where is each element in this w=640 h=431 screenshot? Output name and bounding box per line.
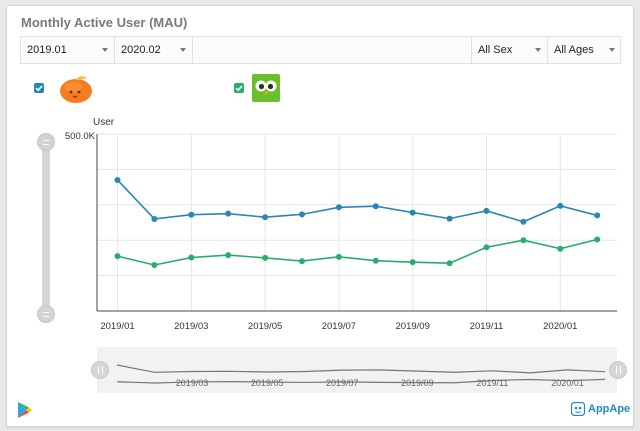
series-point-2[interactable] [446, 260, 453, 267]
overview-line-2 [116, 378, 606, 384]
orange-fruit-app-icon [59, 74, 92, 103]
series-line-1 [116, 179, 598, 223]
series-point-1[interactable] [446, 215, 453, 222]
series-point-1[interactable] [335, 204, 342, 211]
ages-value: All Ages [554, 44, 594, 56]
y-axis-label: User [93, 117, 115, 128]
overview-tick-label: 2019/03 [176, 378, 209, 388]
start-date-value: 2019.01 [27, 44, 67, 56]
end-date-value: 2020.02 [121, 44, 161, 56]
series-point-1[interactable] [299, 211, 305, 218]
app-selector-owl[interactable] [232, 74, 292, 104]
chevron-down-icon [535, 48, 541, 52]
x-tick-label: 2019/05 [248, 321, 282, 332]
series-point-2[interactable] [114, 253, 121, 260]
series-point-1[interactable] [151, 215, 158, 222]
appape-icon [570, 401, 625, 419]
appape-logo: AppApe [570, 401, 630, 419]
chart-series [114, 177, 601, 268]
mau-line-chart: User 500.0K 2019/01 2019/03 2019/05 2019/07… [65, 117, 617, 332]
chevron-down-icon [102, 48, 108, 52]
range-navigator-preview: 2019/03 2019/05 2019/07 2019/09 2019/11 2020/… [116, 364, 606, 388]
y-axis-max-label: 500.0K [65, 131, 96, 142]
series-point-1[interactable] [372, 203, 379, 210]
green-owl-app-icon [252, 74, 280, 102]
ages-select[interactable]: All Ages [547, 37, 621, 63]
google-play-icon [17, 401, 33, 424]
overview-line-1 [116, 364, 606, 374]
chevron-down-icon [180, 48, 186, 52]
x-tick-label: 2019/09 [396, 321, 430, 332]
chevron-down-icon [609, 48, 615, 52]
series-point-2[interactable] [188, 254, 195, 261]
x-tick-label: 2019/07 [322, 321, 356, 332]
overview-tick-label: 2020/01 [551, 378, 584, 388]
y-zoom-bottom-handle[interactable] [37, 305, 55, 323]
series-line-2 [117, 238, 598, 266]
series-point-1[interactable] [409, 209, 416, 216]
series-point-2[interactable] [335, 253, 342, 260]
mau-card: Monthly Active User (MAU) 2019.01 2020.0… [6, 5, 634, 427]
series-point-1[interactable] [188, 211, 195, 218]
series-point-1[interactable] [557, 202, 564, 209]
app-selector-orange[interactable] [32, 74, 102, 104]
x-tick-label: 2020/01 [543, 321, 577, 332]
series-point-2[interactable] [262, 254, 269, 261]
brand-name: AppApe [588, 403, 631, 415]
y-zoom-top-handle[interactable] [37, 133, 55, 151]
series-point-1[interactable] [483, 207, 490, 214]
series-point-1[interactable] [262, 214, 269, 221]
sex-value: All Sex [478, 44, 513, 56]
x-tick-label: 2019/03 [174, 321, 208, 332]
overview-tick-label: 2019/09 [401, 378, 434, 388]
series-point-2[interactable] [409, 259, 416, 266]
series-point-1[interactable] [114, 177, 121, 184]
series-point-2[interactable] [520, 237, 527, 244]
app-checkbox-orange[interactable] [34, 83, 44, 93]
range-navigator[interactable]: 2019/03 2019/05 2019/07 2019/09 2019/11 2020/… [97, 347, 617, 393]
x-tick-label: 2019/11 [470, 321, 504, 332]
series-point-2[interactable] [372, 257, 379, 264]
app-checkbox-owl[interactable] [234, 83, 244, 93]
series-point-2[interactable] [483, 244, 490, 251]
series-point-2[interactable] [225, 252, 232, 259]
range-start-handle[interactable] [91, 361, 109, 379]
series-point-1[interactable] [520, 218, 527, 225]
y-zoom-slider-track[interactable] [42, 143, 50, 315]
series-point-1[interactable] [225, 210, 232, 217]
series-point-2[interactable] [557, 245, 564, 252]
overview-tick-label: 2019/05 [251, 378, 284, 388]
series-point-1[interactable] [594, 212, 601, 219]
page-title: Monthly Active User (MAU) [21, 15, 188, 30]
overview-tick-label: 2019/07 [326, 378, 359, 388]
filter-bar: 2019.01 2020.02 All Sex All Ages [20, 36, 621, 64]
series-point-2[interactable] [151, 261, 158, 268]
series-point-2[interactable] [299, 258, 305, 265]
start-date-select[interactable]: 2019.01 [21, 37, 115, 63]
series-point-2[interactable] [594, 236, 601, 243]
x-tick-label: 2019/01 [100, 321, 134, 332]
chart-grid [96, 133, 617, 312]
range-end-handle[interactable] [609, 361, 627, 379]
sex-select[interactable]: All Sex [471, 37, 547, 63]
x-axis-ticks: 2019/01 2019/03 2019/05 2019/07 2019/09 2019/… [100, 321, 577, 332]
end-date-select[interactable]: 2020.02 [115, 37, 193, 63]
overview-tick-label: 2019/11 [476, 378, 508, 388]
